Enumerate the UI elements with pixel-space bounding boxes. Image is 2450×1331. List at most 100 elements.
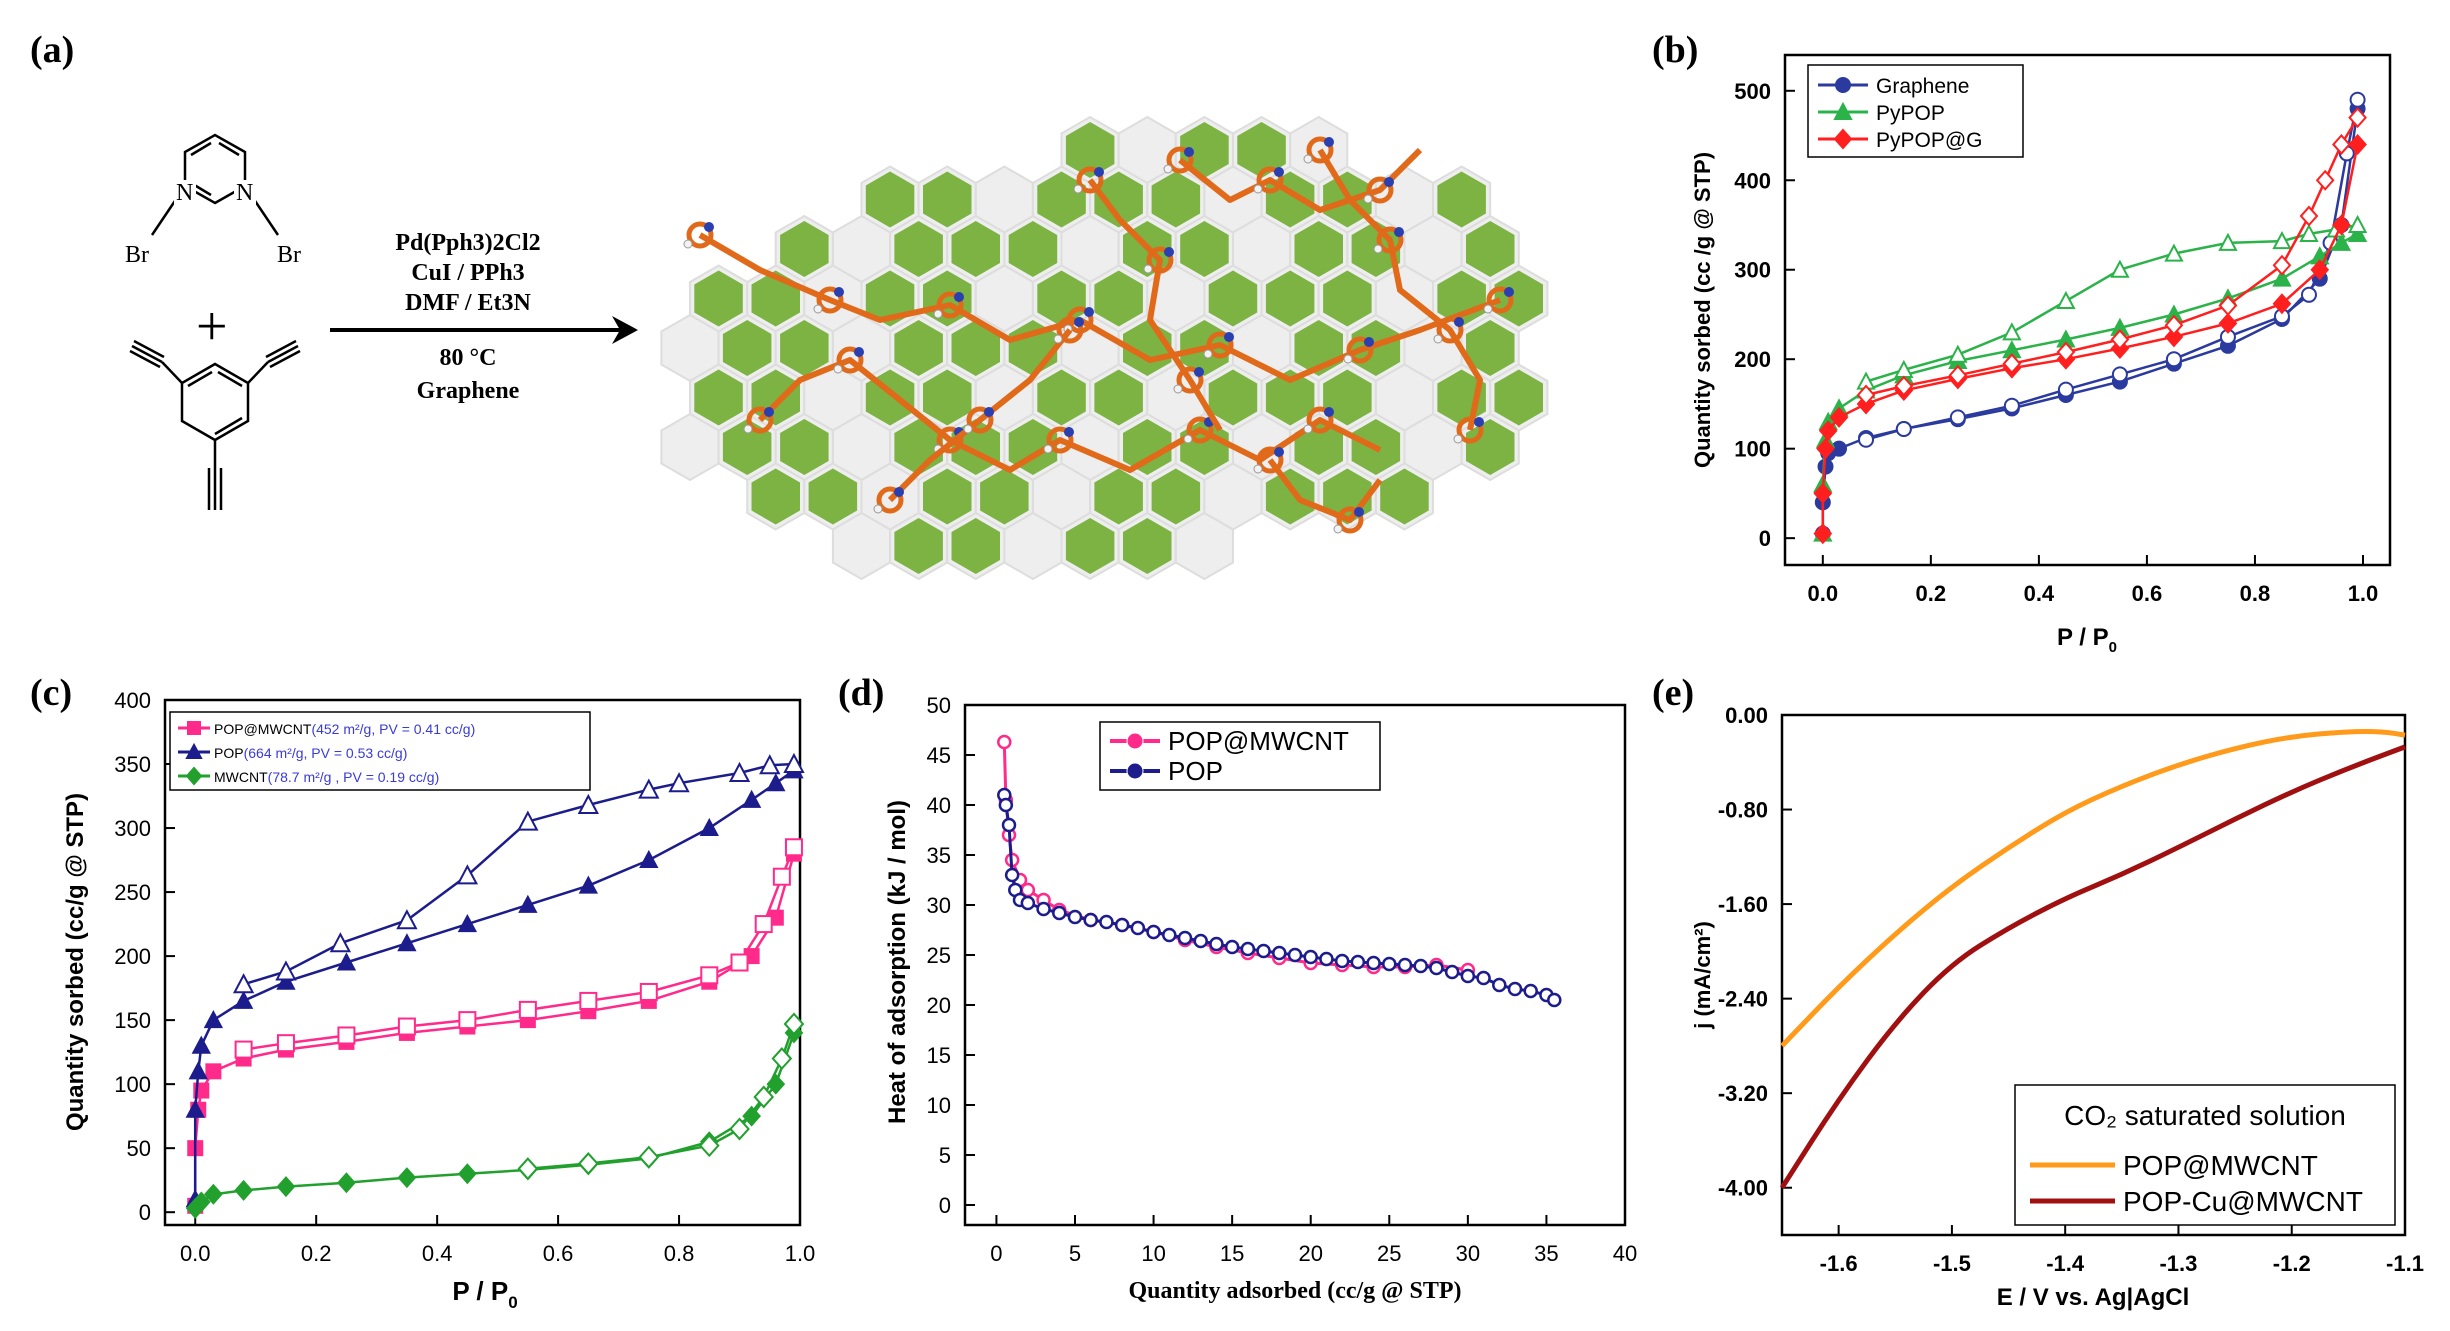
data-point bbox=[203, 1009, 224, 1029]
data-point bbox=[759, 754, 781, 775]
data-point bbox=[2349, 91, 2366, 108]
nitrogen-atom bbox=[1324, 407, 1334, 417]
nitrogen-atom bbox=[1064, 427, 1074, 437]
graphene-hexagon bbox=[1466, 221, 1515, 277]
polymer-ring bbox=[876, 486, 904, 514]
data-point bbox=[458, 1011, 477, 1030]
hydrogen-atom bbox=[1433, 334, 1443, 344]
data-point bbox=[397, 933, 417, 952]
hydrogen-atom bbox=[683, 239, 693, 249]
chart-e: -1.6 -1.5 -1.4 -1.3 -1.2 -1.1 0.00 -0.80 -1.60 -2… bbox=[1690, 703, 2424, 1311]
y-tick-label: 500 bbox=[1734, 79, 1771, 104]
y-tick-label: -2.40 bbox=[1718, 987, 1768, 1012]
data-point bbox=[1224, 939, 1240, 955]
data-point bbox=[2164, 243, 2184, 262]
hydrogen-atom bbox=[833, 364, 843, 374]
data-point bbox=[579, 991, 598, 1010]
data-point bbox=[1130, 920, 1146, 936]
legend-label: MWCNT(78.7 m²/g , PV = 0.19 cc/g) bbox=[214, 769, 439, 785]
x-axis-label: Quantity adsorbed (cc/g @ STP) bbox=[1129, 1278, 1462, 1304]
plot-frame bbox=[1780, 713, 2407, 1237]
hydrogen-atom bbox=[1303, 424, 1313, 434]
y-tick-label: -4.00 bbox=[1718, 1176, 1768, 1201]
polymer-ring bbox=[1336, 506, 1364, 534]
graphene-hexagon bbox=[980, 468, 1029, 525]
series-line bbox=[1779, 744, 2406, 1190]
data-point bbox=[1835, 77, 1851, 93]
data-point bbox=[2110, 329, 2130, 351]
graphene-hexagon bbox=[780, 221, 829, 277]
nitrogen-atom bbox=[704, 222, 714, 232]
y-axis-label: Quantity sorbed (cc/g @ STP) bbox=[62, 793, 89, 1131]
series-line bbox=[1780, 728, 2406, 1048]
data-point bbox=[1813, 482, 1833, 504]
y-tick-label: 45 bbox=[927, 743, 951, 768]
series-line bbox=[1865, 116, 2359, 397]
graphene-hexagon bbox=[780, 320, 829, 376]
data-point bbox=[753, 1085, 775, 1109]
panel-b: (b) 0.0 0.2 0.4 0.6 0.8 1.0 0 100 200 300 400 500 Gr… bbox=[1652, 29, 2392, 656]
y-tick-label: 25 bbox=[927, 943, 951, 968]
hydrogen-atom bbox=[1143, 264, 1153, 274]
atom-label-n: N bbox=[236, 180, 253, 206]
data-point bbox=[1894, 375, 1914, 397]
x-tick-label: 0.0 bbox=[180, 1241, 211, 1266]
hydrogen-atom bbox=[963, 424, 973, 434]
data-point bbox=[1052, 905, 1067, 921]
data-point bbox=[1858, 431, 1875, 448]
y-tick-label: 50 bbox=[927, 693, 951, 718]
hydrogen-atom bbox=[1483, 304, 1493, 314]
legend-box bbox=[169, 711, 591, 791]
data-point bbox=[2332, 214, 2351, 236]
data-point bbox=[188, 1061, 208, 1080]
y-tick-label: 100 bbox=[114, 1072, 151, 1097]
data-point bbox=[754, 915, 773, 934]
data-point bbox=[771, 1047, 793, 1071]
graphene-hexagon bbox=[1008, 221, 1058, 277]
data-point bbox=[276, 971, 296, 990]
data-point bbox=[2003, 397, 2020, 414]
graphene-hexagon bbox=[1065, 518, 1115, 574]
hydrogen-atom bbox=[813, 304, 823, 314]
plot-frame bbox=[1783, 53, 2392, 567]
data-point bbox=[638, 1145, 660, 1169]
graphene-hexagon bbox=[951, 221, 1000, 277]
panel-d: (d) 0 5 10 15 20 25 30 35 40 0 5 10 15 20 25 30 35 40 45 50… bbox=[838, 672, 1637, 1304]
graphene-hexagon bbox=[1323, 369, 1372, 426]
graphene-hexagon bbox=[694, 270, 743, 327]
y-tick-label: 200 bbox=[1734, 347, 1771, 372]
nitrogen-atom bbox=[1274, 167, 1284, 177]
data-point bbox=[1004, 867, 1020, 883]
y-tick-label: 0 bbox=[939, 1193, 951, 1218]
hydrogen-atom bbox=[1253, 464, 1263, 474]
hydrogen-atom bbox=[1333, 524, 1343, 534]
graphene-hexagon bbox=[1123, 518, 1172, 574]
y-tick-label: 5 bbox=[939, 1143, 951, 1168]
data-point bbox=[639, 849, 659, 869]
polymer-ring bbox=[1376, 226, 1404, 254]
y-tick-label: 40 bbox=[927, 793, 951, 818]
data-point bbox=[1162, 927, 1177, 943]
panel-a: (a) N N Br Br + bbox=[30, 29, 1549, 581]
nitrogen-atom bbox=[1394, 227, 1404, 237]
polymer-ring bbox=[1046, 426, 1074, 454]
data-point bbox=[1146, 924, 1161, 940]
graphene-hexagon bbox=[1094, 369, 1143, 426]
legend-label: POP@MWCNT bbox=[1168, 726, 1349, 756]
graphene-hexagon bbox=[1494, 369, 1543, 426]
polymer-network-illustration bbox=[683, 136, 1514, 534]
data-point bbox=[1507, 981, 1523, 997]
polymer-ring bbox=[1056, 316, 1084, 344]
data-point bbox=[1083, 912, 1098, 928]
nitrogen-atom bbox=[954, 292, 964, 302]
legend-label: PyPOP bbox=[1876, 102, 1945, 125]
data-point bbox=[205, 1063, 222, 1080]
x-tick-label: 5 bbox=[1069, 1241, 1081, 1266]
hydrogen-atom bbox=[1343, 354, 1353, 364]
plot-frame bbox=[963, 703, 1627, 1227]
data-point bbox=[204, 1183, 223, 1205]
data-point bbox=[1350, 954, 1366, 970]
data-point bbox=[699, 817, 719, 837]
polymer-ring bbox=[1486, 286, 1514, 314]
y-tick-label: 35 bbox=[927, 843, 951, 868]
